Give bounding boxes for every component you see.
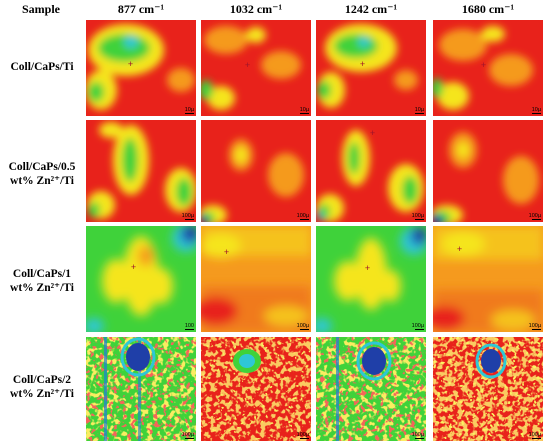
scale-bar: 10µ <box>184 106 194 114</box>
raman-map-r1-1032: + 10µ <box>201 20 311 116</box>
raman-map-r4-1032: 100µ <box>201 337 311 441</box>
raman-map-r3-877: + 100 <box>86 226 196 332</box>
row-label-coll-caps-2-zn: Coll/CaPs/2 wt% Zn²⁺/Ti <box>10 374 74 400</box>
column-header-1680: 1680 cm⁻¹ <box>461 2 515 16</box>
crosshair-marker: + <box>127 59 134 69</box>
raman-map-r2-1242: + 100µ <box>316 120 426 222</box>
column-header-1242: 1242 cm⁻¹ <box>344 2 398 16</box>
crosshair-marker: + <box>130 262 137 272</box>
scale-bar: 100µ <box>181 212 194 220</box>
raman-map-r3-1032: + 100µ <box>201 226 311 332</box>
raman-map-r3-1242: + 100µ <box>316 226 426 332</box>
column-header-1032: 1032 cm⁻¹ <box>229 2 283 16</box>
scale-bar: 100µ <box>296 322 309 330</box>
scale-bar: 100µ <box>296 431 309 439</box>
raman-map-r4-1680: 100µ <box>433 337 543 441</box>
scale-bar: 10µ <box>531 106 541 114</box>
raman-map-r1-877: + 10µ <box>86 20 196 116</box>
row-label-coll-caps-05-zn: Coll/CaPs/0.5 wt% Zn²⁺/Ti <box>8 161 76 187</box>
raman-map-r4-877: 100µ <box>86 337 196 441</box>
raman-map-r1-1242: + 10µ <box>316 20 426 116</box>
column-header-877: 877 cm⁻¹ <box>117 2 165 16</box>
raman-map-r3-1680: + 100µ <box>433 226 543 332</box>
raman-map-r2-877: 100µ <box>86 120 196 222</box>
scale-bar: 100µ <box>528 212 541 220</box>
scale-bar: 100µ <box>411 322 424 330</box>
crosshair-marker: + <box>223 247 230 257</box>
sample-header: Sample <box>21 2 60 16</box>
crosshair-marker: + <box>359 59 366 69</box>
scale-bar: 100µ <box>411 212 424 220</box>
row-label-coll-caps-1-zn: Coll/CaPs/1 wt% Zn²⁺/Ti <box>10 268 74 294</box>
crosshair-marker: + <box>369 128 376 138</box>
raman-map-r1-1680: + 10µ <box>433 20 543 116</box>
scale-bar: 100µ <box>528 322 541 330</box>
row-label-coll-caps-ti: Coll/CaPs/Ti <box>10 61 74 73</box>
raman-map-r4-1242: 100µ <box>316 337 426 441</box>
scale-bar: 100µ <box>411 431 424 439</box>
scale-bar: 100µ <box>181 431 194 439</box>
raman-map-r2-1680: 100µ <box>433 120 543 222</box>
crosshair-marker: + <box>480 60 487 70</box>
crosshair-marker: + <box>244 60 251 70</box>
crosshair-marker: + <box>456 244 463 254</box>
scale-bar: 100µ <box>528 431 541 439</box>
scale-bar: 10µ <box>299 106 309 114</box>
raman-map-r2-1032: 100µ <box>201 120 311 222</box>
scale-bar: 10µ <box>414 106 424 114</box>
scale-bar: 100 <box>184 322 194 330</box>
scale-bar: 100µ <box>296 212 309 220</box>
crosshair-marker: + <box>364 263 371 273</box>
